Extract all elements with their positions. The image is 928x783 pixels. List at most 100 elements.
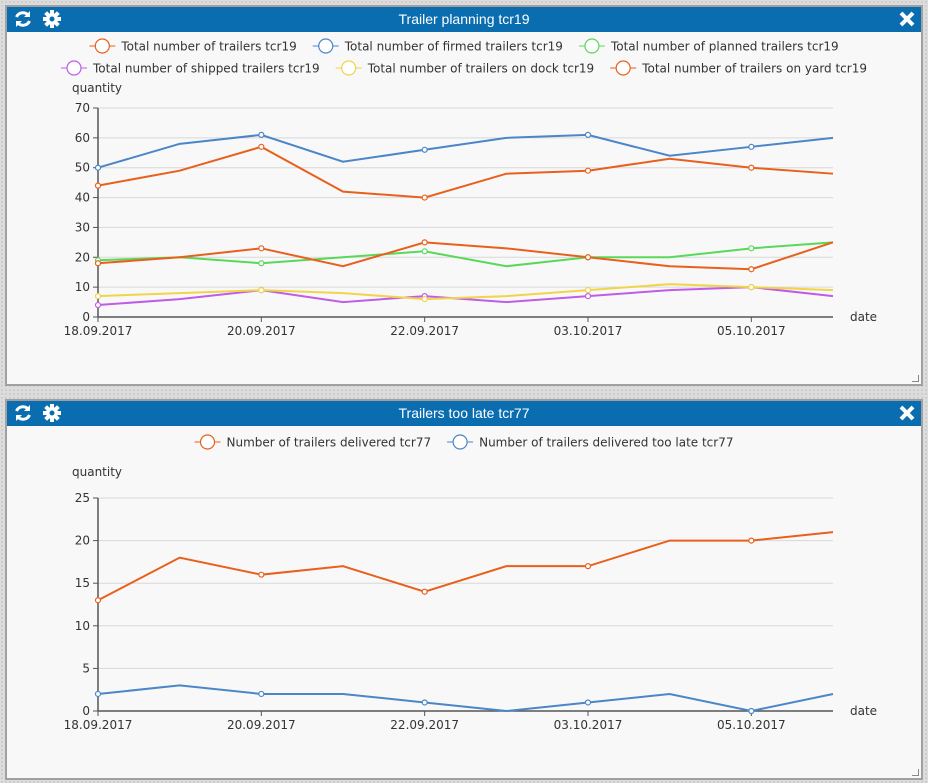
legend-label: Total number of firmed trailers tcr19 [344,40,563,54]
refresh-icon[interactable] [13,403,33,423]
x-tick-label: 18.09.2017 [64,324,133,338]
refresh-icon[interactable] [13,9,33,29]
series-line [97,133,834,169]
y-tick-label: 10 [75,280,90,294]
data-point [584,167,592,174]
series-line [97,531,834,602]
y-axis-label: quantity [72,465,122,479]
legend-label: Total number of shipped trailers tcr19 [92,62,320,76]
resize-handle[interactable] [912,375,919,382]
y-tick-label: 50 [75,161,90,175]
x-tick-label: 03.10.2017 [554,324,623,338]
x-tick-label: 05.10.2017 [717,324,786,338]
y-tick-label: 25 [75,491,90,505]
data-point [748,284,755,291]
x-tick-label: 20.09.2017 [227,324,296,338]
data-point [421,588,428,595]
close-icon[interactable] [897,403,917,423]
data-point [748,245,755,252]
data-point [421,699,428,706]
y-tick-label: 10 [75,619,90,633]
x-tick-label: 22.09.2017 [390,718,459,732]
series-line [97,241,834,271]
data-point [94,182,102,189]
legend-marker [199,434,216,450]
data-point [748,143,755,150]
y-tick-label: 15 [75,576,90,590]
legend-label: Total number of trailers on yard tcr19 [641,62,867,76]
data-point [584,131,592,138]
data-point [421,248,428,255]
legend-marker [94,38,110,54]
legend-marker [452,434,468,450]
data-point [258,571,265,578]
data-point [584,287,592,294]
legend-label: Total number of trailers on dock tcr19 [367,62,595,76]
x-tick-label: 18.09.2017 [64,718,133,732]
data-point [94,260,102,267]
data-point [421,295,428,303]
y-tick-label: 30 [75,220,90,234]
data-point [584,293,592,300]
series-line [97,241,834,268]
panel-trailers-too-late: Trailers too late tcr77 0 5 10 15 20 25 quanti… [5,399,923,780]
data-point [748,164,755,171]
y-axis-label: quantity [72,81,122,95]
data-point [94,597,102,604]
y-tick-label: 0 [82,310,90,324]
chart-trailer-planning: 0 10 20 30 40 50 60 70 quantity date 18.09.2017 20.… [61,38,877,338]
legend-label: Number of trailers delivered too late tc… [479,436,733,450]
x-axis-label: date [850,310,877,324]
resize-handle[interactable] [912,769,919,776]
series-line [97,286,834,307]
panel-title: Trailers too late tcr77 [398,405,530,421]
panel-trailer-planning: Trailer planning tcr19 0 10 20 30 40 50 60 70 qu… [5,5,923,386]
data-point [258,131,265,138]
y-tick-label: 5 [82,661,90,675]
data-point [258,143,265,150]
data-point [258,690,265,698]
data-point [584,563,592,570]
legend-marker [66,60,82,76]
x-tick-label: 22.09.2017 [390,324,459,338]
data-point [748,707,755,715]
data-point [584,254,592,261]
series-line [97,283,834,301]
x-tick-label: 05.10.2017 [717,718,786,732]
x-axis-label: date [850,704,877,718]
close-icon[interactable] [897,9,917,29]
panel-title: Trailer planning tcr19 [398,11,530,27]
gear-icon[interactable] [42,9,62,29]
legend-label: Total number of planned trailers tcr19 [610,40,839,54]
legend-marker [584,38,600,54]
data-point [258,245,265,252]
x-tick-label: 20.09.2017 [227,718,296,732]
series-line [97,684,834,713]
x-tick-label: 03.10.2017 [554,718,623,732]
panel-header: Trailer planning tcr19 [7,7,921,32]
chart-trailers-too-late: 0 5 10 15 20 25 quantity date 18.09.2017 20.09.20… [64,434,877,732]
panel-header: Trailers too late tcr77 [7,401,921,426]
legend-label: Total number of trailers tcr19 [120,40,296,54]
data-point [94,690,102,698]
legend-marker [318,38,334,54]
data-point [94,301,102,309]
data-point [421,239,428,246]
data-point [748,537,755,544]
legend-marker [615,60,631,76]
legend-label: Number of trailers delivered tcr77 [227,436,432,450]
y-tick-label: 0 [82,704,90,718]
legend-marker [341,60,357,76]
gear-icon[interactable] [42,403,62,423]
data-point [584,699,592,706]
data-point [421,194,428,201]
data-point [421,146,428,153]
data-point [94,164,102,171]
data-point [748,266,755,273]
data-point [258,260,265,267]
data-point [94,293,102,300]
y-tick-label: 60 [75,131,90,145]
series-line [97,145,834,199]
y-tick-label: 70 [75,101,90,115]
data-point [258,287,265,294]
